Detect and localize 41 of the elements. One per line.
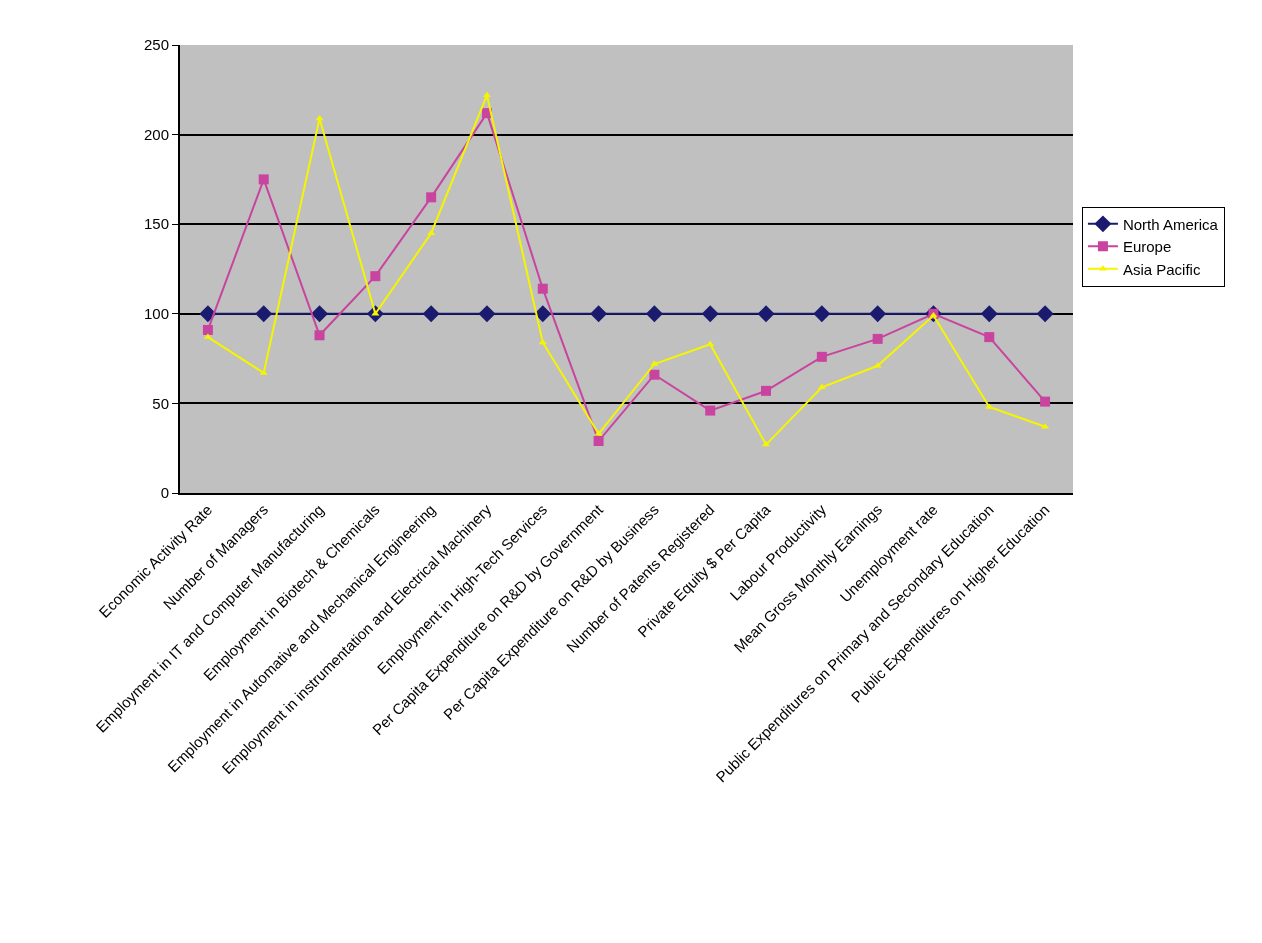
point bbox=[538, 338, 547, 345]
point bbox=[315, 114, 324, 121]
point bbox=[478, 305, 496, 323]
point bbox=[761, 385, 772, 396]
point bbox=[426, 192, 437, 203]
point bbox=[980, 305, 998, 323]
point bbox=[593, 436, 604, 447]
y-tick-label: 0 bbox=[160, 484, 169, 502]
point bbox=[1040, 396, 1051, 407]
point bbox=[645, 305, 663, 323]
point bbox=[816, 351, 827, 362]
y-tick-label: 50 bbox=[152, 394, 169, 412]
y-tick-label: 150 bbox=[143, 215, 169, 233]
point bbox=[202, 324, 213, 335]
point bbox=[311, 305, 328, 323]
point bbox=[705, 405, 716, 416]
point bbox=[370, 271, 381, 282]
point bbox=[872, 333, 883, 344]
point bbox=[422, 305, 440, 323]
point bbox=[706, 340, 715, 347]
point bbox=[984, 332, 995, 343]
y-tick-label: 250 bbox=[143, 36, 169, 54]
point bbox=[590, 305, 608, 323]
point bbox=[199, 305, 217, 323]
point bbox=[869, 305, 887, 323]
point bbox=[1036, 305, 1054, 323]
point bbox=[701, 305, 719, 323]
point bbox=[537, 283, 548, 294]
point bbox=[534, 305, 552, 323]
point bbox=[817, 383, 826, 390]
point bbox=[258, 174, 269, 185]
point bbox=[649, 369, 660, 380]
point bbox=[757, 305, 775, 323]
legend-label: North America bbox=[1122, 215, 1219, 233]
point bbox=[813, 305, 831, 323]
legend-label: Asia Pacific bbox=[1122, 260, 1201, 278]
legend-label: Europe bbox=[1122, 238, 1172, 256]
y-tick-label: 200 bbox=[143, 125, 169, 143]
point bbox=[314, 330, 325, 341]
point bbox=[255, 305, 273, 323]
y-tick-label: 100 bbox=[143, 305, 169, 323]
